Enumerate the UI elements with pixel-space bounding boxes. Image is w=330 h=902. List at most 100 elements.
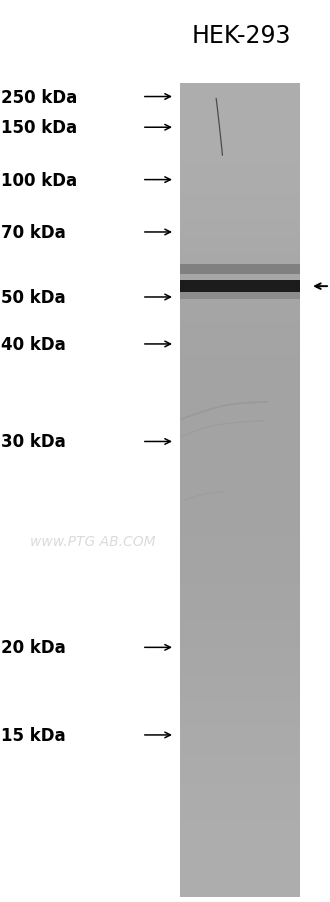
Bar [180, 461, 300, 464]
Bar [180, 564, 300, 566]
Bar [180, 572, 300, 575]
Bar [180, 399, 300, 401]
Bar [180, 640, 300, 642]
Bar [180, 320, 300, 323]
Text: 100 kDa: 100 kDa [1, 171, 77, 189]
Bar [180, 577, 300, 580]
Bar [180, 366, 300, 369]
Bar [180, 235, 300, 238]
Bar [180, 287, 300, 290]
Bar [180, 512, 300, 515]
Bar [180, 200, 300, 203]
Bar [180, 705, 300, 708]
Bar [180, 254, 300, 257]
Bar [180, 822, 300, 824]
Bar [180, 372, 300, 374]
Bar [180, 138, 300, 141]
Bar [180, 558, 300, 561]
Bar [180, 768, 300, 770]
Bar [180, 841, 300, 843]
Bar [180, 741, 300, 743]
Bar [180, 418, 300, 420]
Bar [180, 824, 300, 827]
Bar [180, 743, 300, 746]
Bar [180, 708, 300, 711]
Bar [180, 401, 300, 404]
Bar [180, 293, 300, 299]
Bar [180, 127, 300, 130]
Bar [180, 124, 300, 127]
Bar [180, 111, 300, 114]
Bar [180, 116, 300, 119]
Bar [180, 219, 300, 222]
Bar [180, 135, 300, 138]
Bar [180, 827, 300, 830]
Bar [180, 781, 300, 784]
Bar [180, 214, 300, 216]
Bar [180, 735, 300, 738]
Bar [180, 892, 300, 895]
Bar [180, 561, 300, 564]
Bar [180, 515, 300, 518]
Bar [180, 442, 300, 445]
Bar [180, 653, 300, 656]
Bar [180, 483, 300, 485]
Bar [180, 550, 300, 553]
Bar [180, 749, 300, 751]
Bar [180, 542, 300, 545]
Bar [180, 377, 300, 380]
Bar [180, 133, 300, 135]
Bar [180, 84, 300, 87]
Bar [180, 650, 300, 653]
Bar [180, 246, 300, 249]
Bar [180, 669, 300, 672]
Bar [180, 637, 300, 640]
Bar [180, 315, 300, 318]
Bar [180, 393, 300, 396]
Bar [180, 198, 300, 200]
Bar [180, 762, 300, 765]
Bar [180, 203, 300, 206]
Bar [180, 423, 300, 426]
Bar [180, 184, 300, 187]
Bar [180, 591, 300, 594]
Bar [180, 284, 300, 287]
Bar [180, 469, 300, 472]
Bar [180, 189, 300, 192]
Bar [180, 108, 300, 111]
Bar [180, 604, 300, 607]
Bar [180, 773, 300, 776]
Bar [180, 667, 300, 669]
Bar [180, 607, 300, 610]
Bar [180, 301, 300, 304]
Bar [180, 594, 300, 596]
Bar [180, 281, 300, 284]
Bar [180, 504, 300, 507]
Bar [180, 122, 300, 124]
Bar [180, 87, 300, 89]
Bar [180, 634, 300, 637]
Bar [180, 887, 300, 889]
Bar [180, 252, 300, 254]
Bar [180, 884, 300, 887]
Text: 50 kDa: 50 kDa [1, 289, 65, 307]
Bar [180, 488, 300, 491]
Bar [180, 485, 300, 488]
Text: 20 kDa: 20 kDa [1, 639, 65, 657]
Bar [180, 103, 300, 106]
Bar [180, 334, 300, 336]
Bar [180, 523, 300, 526]
Bar [180, 222, 300, 225]
Bar [180, 548, 300, 550]
Bar [180, 472, 300, 474]
Bar [180, 757, 300, 759]
Bar [180, 719, 300, 722]
Bar [180, 412, 300, 415]
Bar [180, 695, 300, 697]
Bar [180, 165, 300, 168]
Bar [180, 434, 300, 437]
Bar [180, 860, 300, 862]
Bar [180, 152, 300, 154]
Bar [180, 510, 300, 512]
Bar [180, 396, 300, 399]
